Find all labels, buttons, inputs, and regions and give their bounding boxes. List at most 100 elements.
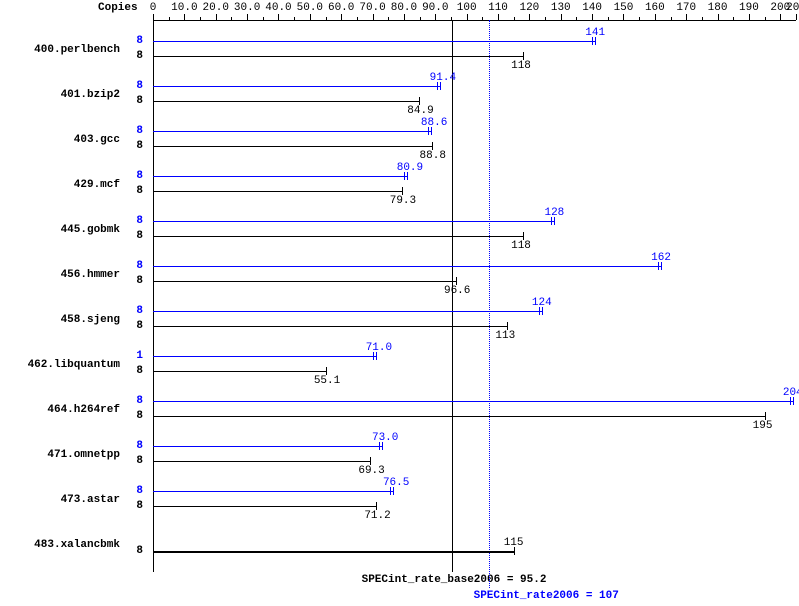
axis-tick-label: 90.0 (422, 2, 448, 14)
axis-tick-label: 0 (150, 2, 157, 14)
axis-tick-minor (326, 17, 327, 20)
axis-tick-minor (514, 17, 515, 20)
base-cap (326, 367, 327, 375)
axis-tick-minor (294, 17, 295, 20)
base-copies: 8 (125, 320, 143, 332)
axis-tick (749, 14, 750, 20)
axis-tick-label: 160 (645, 2, 665, 14)
axis-tick-minor (200, 17, 201, 20)
axis-tick (310, 14, 311, 20)
base-copies: 8 (125, 365, 143, 377)
benchmark-label: 471.omnetpp (0, 449, 120, 461)
base-copies: 8 (125, 455, 143, 467)
benchmark-label: 429.mcf (0, 179, 120, 191)
axis-tick-minor (608, 17, 609, 20)
base-cap (419, 97, 420, 105)
axis-tick-label: 140 (582, 2, 602, 14)
axis-tick-minor (482, 17, 483, 20)
peak-bar (153, 356, 376, 357)
axis-tick (373, 14, 374, 20)
base-bar (153, 191, 402, 192)
base-value: 88.8 (420, 150, 446, 162)
axis-tick-minor (671, 17, 672, 20)
base-copies: 8 (125, 500, 143, 512)
base-cap (523, 232, 524, 240)
base-value: 118 (511, 240, 531, 252)
peak-bar (153, 491, 393, 492)
axis-tick (216, 14, 217, 20)
benchmark-label: 458.sjeng (0, 314, 120, 326)
base-cap (523, 52, 524, 60)
peak-copies: 8 (125, 485, 143, 497)
benchmark-label: 445.gobmk (0, 224, 120, 236)
benchmark-label: 483.xalancbmk (0, 539, 120, 551)
base-value: 195 (753, 420, 773, 432)
base-value: 79.3 (390, 195, 416, 207)
peak-copies: 1 (125, 350, 143, 362)
base-bar (153, 506, 376, 507)
base-value: 55.1 (314, 375, 340, 387)
axis-tick (592, 14, 593, 20)
peak-copies: 8 (125, 215, 143, 227)
peak-bar (153, 131, 431, 132)
peak-bar (153, 446, 382, 447)
base-bar (153, 281, 456, 282)
marker-base-label: SPECint_rate_base2006 = 95.2 (362, 574, 547, 586)
benchmark-label: 462.libquantum (0, 359, 120, 371)
base-copies: 8 (125, 140, 143, 152)
base-copies: 8 (125, 230, 143, 242)
axis-tick (686, 14, 687, 20)
y-baseline (153, 20, 154, 572)
axis-tick-minor (263, 17, 264, 20)
peak-copies: 8 (125, 170, 143, 182)
peak-bar (153, 266, 661, 267)
axis-tick (718, 14, 719, 20)
base-copies: 8 (125, 410, 143, 422)
axis-tick-label: 170 (676, 2, 696, 14)
axis-tick (561, 14, 562, 20)
base-copies: 8 (125, 185, 143, 197)
base-copies: 8 (125, 95, 143, 107)
base-copies: 8 (125, 275, 143, 287)
axis-tick-minor (576, 17, 577, 20)
axis-tick (780, 14, 781, 20)
peak-value: 162 (651, 252, 671, 264)
base-value: 69.3 (358, 465, 384, 477)
x-axis-line (153, 20, 796, 21)
axis-tick-label: 50.0 (297, 2, 323, 14)
peak-value: 73.0 (372, 432, 398, 444)
base-bar (153, 326, 507, 327)
peak-value: 71.0 (366, 342, 392, 354)
peak-copies: 8 (125, 395, 143, 407)
spec-rate-chart: 010.020.030.040.050.060.070.080.090.0100… (0, 0, 799, 606)
base-cap (507, 322, 508, 330)
base-bar (153, 236, 523, 237)
benchmark-label: 456.hmmer (0, 269, 120, 281)
benchmark-label: 403.gcc (0, 134, 120, 146)
base-bar (153, 101, 419, 102)
peak-value: 141 (585, 27, 605, 39)
peak-copies: 8 (125, 305, 143, 317)
axis-tick-label: 205 (786, 2, 799, 14)
axis-tick-minor (733, 17, 734, 20)
copies-header: Copies (98, 2, 138, 14)
axis-tick-label: 70.0 (359, 2, 385, 14)
axis-tick-minor (639, 17, 640, 20)
peak-value: 76.5 (383, 477, 409, 489)
peak-copies: 8 (125, 35, 143, 47)
axis-tick-minor (231, 17, 232, 20)
axis-tick (655, 14, 656, 20)
axis-tick (184, 14, 185, 20)
base-cap (370, 457, 371, 465)
axis-tick (278, 14, 279, 20)
peak-value: 128 (544, 207, 564, 219)
base-cap (432, 142, 433, 150)
peak-value: 91.4 (430, 72, 456, 84)
axis-tick (623, 14, 624, 20)
axis-tick-label: 100 (457, 2, 477, 14)
peak-copies: 8 (125, 440, 143, 452)
axis-tick-label: 60.0 (328, 2, 354, 14)
peak-copies: 8 (125, 260, 143, 272)
axis-tick-label: 10.0 (171, 2, 197, 14)
base-bar (153, 146, 432, 147)
